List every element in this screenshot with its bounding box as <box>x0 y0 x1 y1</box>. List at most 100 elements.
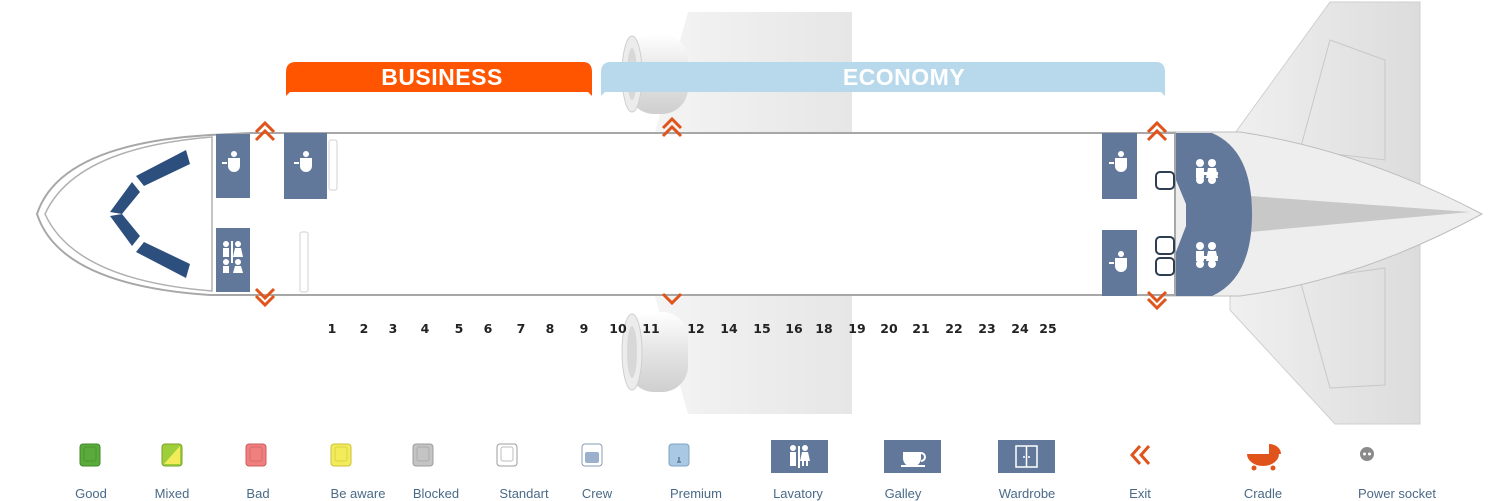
legend-exit: Exit <box>1080 440 1200 501</box>
row-number: 1 <box>328 321 337 336</box>
row-number: 6 <box>484 321 493 336</box>
galley-icon <box>1109 151 1127 172</box>
exit-icon <box>661 116 683 138</box>
galley-icon <box>884 440 941 473</box>
legend-label-power-socket: Power socket <box>1357 486 1437 501</box>
row-number: 4 <box>421 321 430 336</box>
bulkhead-upper <box>328 139 338 191</box>
legend-be-aware: Be aware <box>298 440 418 501</box>
legend-label-mixed: Mixed <box>154 486 190 501</box>
row-number: 20 <box>880 321 898 336</box>
legend-label-good: Good <box>75 486 107 501</box>
cockpit-windows <box>110 150 190 278</box>
row-number: 25 <box>1039 321 1056 336</box>
legend-label-galley: Galley <box>884 486 922 501</box>
legend-label-blocked: Blocked <box>412 486 460 501</box>
row-numbers: 1 2 3 4 5 6 7 8 9 10 11 12 14 15 16 18 1… <box>328 321 1057 336</box>
legend-power-socket: Power socket <box>1337 440 1457 501</box>
lavatory-icon <box>1196 242 1218 268</box>
seat-blocked-icon <box>412 443 434 467</box>
row-number: 12 <box>687 321 704 336</box>
lower-engine <box>621 312 688 392</box>
row-number: 11 <box>642 321 659 336</box>
seat-standart-icon <box>496 443 518 467</box>
lavatory-icon <box>771 440 828 473</box>
bulkhead-lower <box>299 231 309 293</box>
legend-label-standart: Standart <box>499 486 549 501</box>
exit-icon <box>254 120 276 142</box>
legend-standart: Standart <box>464 440 584 501</box>
business-label: BUSINESS <box>381 64 503 90</box>
legend-lavatory: Lavatory <box>738 440 858 501</box>
lower-wing <box>655 296 852 414</box>
economy-label: ECONOMY <box>843 64 965 90</box>
nose-cockpit <box>44 136 213 292</box>
legend-label-exit: Exit <box>1129 486 1151 501</box>
legend-label-bad: Bad <box>246 486 270 501</box>
legend-blocked: Blocked <box>376 440 496 501</box>
galley-aft-upper <box>1102 133 1137 199</box>
row-number: 14 <box>720 321 738 336</box>
row-number: 19 <box>848 321 865 336</box>
row-number: 9 <box>580 321 589 336</box>
fuselage <box>35 132 1252 296</box>
legend-label-be-aware: Be aware <box>330 486 386 501</box>
exit-icon <box>661 292 683 306</box>
legend-label-wardrobe: Wardrobe <box>998 486 1056 501</box>
legend-premium: Premium <box>636 440 756 501</box>
row-number: 21 <box>912 321 929 336</box>
row-number: 10 <box>609 321 627 336</box>
row-number: 8 <box>546 321 555 336</box>
legend-crew: Crew <box>537 440 657 501</box>
business-banner: BUSINESS <box>286 62 592 96</box>
row-number: 7 <box>517 321 526 336</box>
galley-business <box>284 133 327 199</box>
economy-banner: ECONOMY <box>601 62 1165 96</box>
cradle-icon <box>1247 444 1281 471</box>
row-number: 23 <box>978 321 995 336</box>
seat-premium-icon <box>668 443 690 467</box>
crew-seat <box>1155 171 1175 190</box>
lavatory-aft <box>1176 133 1252 296</box>
row-number: 24 <box>1011 321 1029 336</box>
power-socket-icon <box>1360 447 1374 461</box>
row-number: 22 <box>945 321 962 336</box>
business-bar <box>286 62 592 96</box>
row-number: 16 <box>785 321 803 336</box>
row-number: 3 <box>389 321 398 336</box>
legend-mixed: Mixed <box>112 440 232 501</box>
crew-seat <box>1155 236 1175 255</box>
crew-seat <box>1155 257 1175 276</box>
row-number: 18 <box>815 321 832 336</box>
economy-bar <box>601 62 1165 96</box>
legend-label-crew: Crew <box>581 486 613 501</box>
exits <box>254 116 1168 311</box>
legend-good: Good <box>31 440 151 501</box>
galley-icon <box>294 151 312 172</box>
crew-seats <box>1155 171 1175 276</box>
galley-icon <box>222 151 240 172</box>
legend-label-premium: Premium <box>669 486 722 501</box>
lavatory-icon <box>223 241 243 273</box>
legend-bad: Bad <box>198 440 318 501</box>
legend-wardrobe: Wardrobe <box>967 440 1087 501</box>
lavatory-icon <box>1196 159 1218 184</box>
seat-bad-icon <box>245 443 267 467</box>
seat-good-icon <box>79 443 101 467</box>
exit-icon <box>1129 445 1151 465</box>
row-number: 2 <box>360 321 369 336</box>
seat-mixed-icon <box>161 443 183 467</box>
row-number: 15 <box>753 321 770 336</box>
exit-icon <box>254 287 276 308</box>
exit-icon <box>1146 290 1168 311</box>
galley-icon <box>1109 251 1127 272</box>
legend-label-lavatory: Lavatory <box>773 486 823 501</box>
exit-icon <box>1146 120 1168 142</box>
row-number: 5 <box>455 321 464 336</box>
legend-cradle: Cradle <box>1203 440 1323 501</box>
lavatory-front <box>216 228 250 292</box>
legend-galley: Galley <box>843 440 963 501</box>
seat-be-aware-icon <box>330 443 352 467</box>
aircraft-diagram: BUSINESS ECONOMY 1 2 3 4 5 6 7 8 9 10 11… <box>35 1 1484 425</box>
